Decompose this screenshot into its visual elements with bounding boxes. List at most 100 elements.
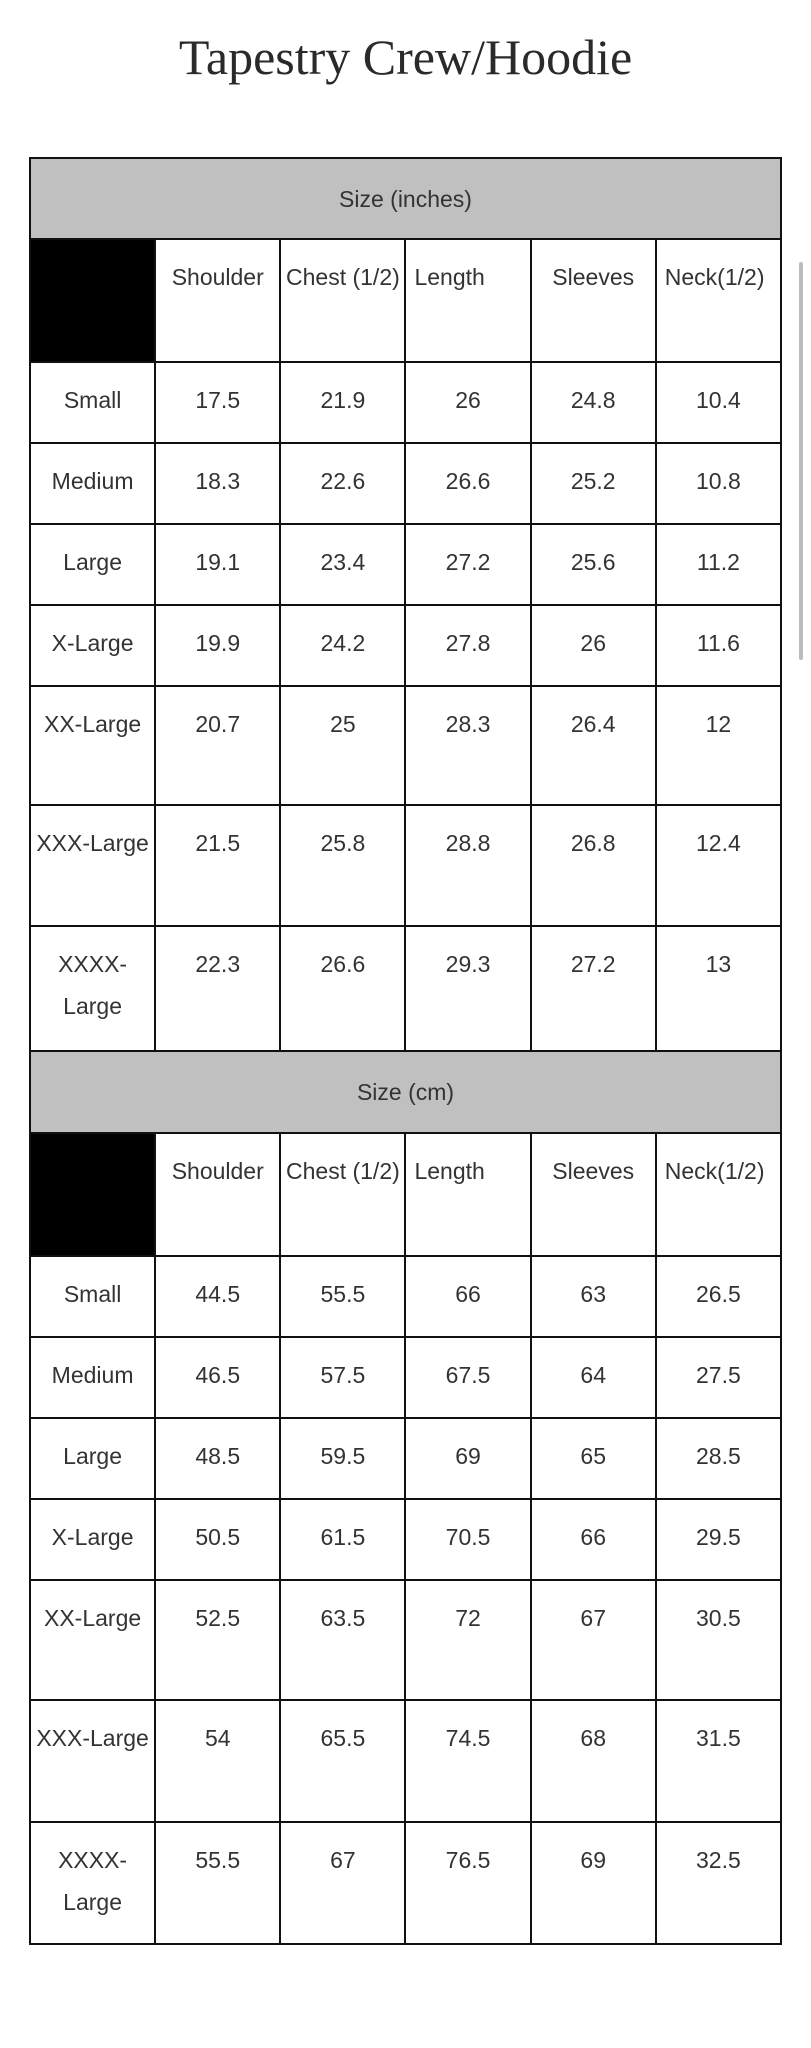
size-label: XXX-Large — [28, 804, 157, 927]
size-label: XX-Large — [28, 1579, 157, 1701]
measurement-cell: 26.6 — [279, 925, 407, 1053]
table-caption: Size (cm) — [29, 1050, 782, 1134]
measurement-cell: 23.4 — [279, 523, 407, 606]
measurement-cell: 26 — [404, 361, 532, 444]
measurement-cell: 65 — [529, 1417, 657, 1500]
column-header: Shoulder — [154, 238, 282, 363]
measurement-cell: 52.5 — [154, 1579, 282, 1701]
measurement-cell: 10.8 — [654, 442, 783, 525]
measurement-cell: 27.5 — [654, 1336, 783, 1419]
measurement-cell: 25.2 — [529, 442, 657, 525]
measurement-cell: 55.5 — [154, 1821, 282, 1945]
measurement-cell: 24.8 — [529, 361, 657, 444]
measurement-cell: 61.5 — [279, 1498, 407, 1581]
column-header: Length — [404, 238, 532, 363]
measurement-cell: 26.8 — [529, 804, 657, 927]
measurement-cell: 12 — [654, 685, 783, 806]
table-row: Small 17.5 21.9 26 24.8 10.4 — [28, 361, 783, 444]
size-label: Small — [28, 361, 157, 444]
column-header: Chest (1/2) — [279, 238, 407, 363]
measurement-cell: 10.4 — [654, 361, 783, 444]
measurement-cell: 25 — [279, 685, 407, 806]
column-header: Shoulder — [154, 1132, 282, 1257]
measurement-cell: 26.4 — [529, 685, 657, 806]
size-table: Size (cm) Shoulder Chest (1/2) Length Sleeve… — [28, 1050, 783, 1945]
measurement-cell: 70.5 — [404, 1498, 532, 1581]
table-row: XXXX-Large 55.5 67 76.5 69 32.5 — [28, 1821, 783, 1945]
measurement-cell: 11.2 — [654, 523, 783, 606]
page-title: Tapestry Crew/Hoodie — [178, 29, 633, 85]
blank-corner-cell — [28, 1132, 157, 1257]
column-header: Chest (1/2) — [279, 1132, 407, 1257]
measurement-cell: 13 — [654, 925, 783, 1053]
measurement-cell: 25.6 — [529, 523, 657, 606]
measurement-cell: 72 — [404, 1579, 532, 1701]
measurement-cell: 26 — [529, 604, 657, 687]
measurement-cell: 63.5 — [279, 1579, 407, 1701]
table-row: Medium 18.3 22.6 26.6 25.2 10.8 — [28, 442, 783, 525]
measurement-cell: 67.5 — [404, 1336, 532, 1419]
table-row: XX-Large 52.5 63.5 72 67 30.5 — [28, 1579, 783, 1701]
measurement-cell: 19.9 — [154, 604, 282, 687]
size-label: X-Large — [28, 1498, 157, 1581]
blank-corner-cell — [28, 238, 157, 363]
measurement-cell: 18.3 — [154, 442, 282, 525]
size-label: Medium — [28, 442, 157, 525]
measurement-cell: 48.5 — [154, 1417, 282, 1500]
measurement-cell: 66 — [404, 1255, 532, 1338]
measurement-cell: 20.7 — [154, 685, 282, 806]
measurement-cell: 28.5 — [654, 1417, 783, 1500]
size-label: XXXX-Large — [28, 925, 157, 1053]
scrollbar[interactable] — [799, 262, 803, 660]
measurement-cell: 27.2 — [529, 925, 657, 1053]
measurement-cell: 50.5 — [154, 1498, 282, 1581]
measurement-cell: 26.5 — [654, 1255, 783, 1338]
measurement-cell: 31.5 — [654, 1699, 783, 1823]
measurement-cell: 44.5 — [154, 1255, 282, 1338]
table-row: Large 19.1 23.4 27.2 25.6 11.2 — [28, 523, 783, 606]
measurement-cell: 24.2 — [279, 604, 407, 687]
measurement-cell: 63 — [529, 1255, 657, 1338]
measurement-cell: 64 — [529, 1336, 657, 1419]
size-table: Size (inches) Shoulder Chest (1/2) Length Sl… — [28, 157, 783, 1053]
measurement-cell: 46.5 — [154, 1336, 282, 1419]
column-header: Neck(1/2) — [654, 1132, 783, 1257]
measurement-cell: 26.6 — [404, 442, 532, 525]
measurement-cell: 59.5 — [279, 1417, 407, 1500]
measurement-cell: 21.5 — [154, 804, 282, 927]
measurement-cell: 17.5 — [154, 361, 282, 444]
measurement-cell: 66 — [529, 1498, 657, 1581]
measurement-cell: 68 — [529, 1699, 657, 1823]
measurement-cell: 54 — [154, 1699, 282, 1823]
measurement-cell: 29.5 — [654, 1498, 783, 1581]
measurement-cell: 19.1 — [154, 523, 282, 606]
measurement-cell: 22.3 — [154, 925, 282, 1053]
measurement-cell: 21.9 — [279, 361, 407, 444]
size-label: Medium — [28, 1336, 157, 1419]
measurement-cell: 22.6 — [279, 442, 407, 525]
header-row: Shoulder Chest (1/2) Length Sleeves Neck(1/2… — [28, 1132, 783, 1257]
size-label: XXX-Large — [28, 1699, 157, 1823]
measurement-cell: 28.8 — [404, 804, 532, 927]
size-label: XX-Large — [28, 685, 157, 806]
table-row: X-Large 50.5 61.5 70.5 66 29.5 — [28, 1498, 783, 1581]
table-row: XX-Large 20.7 25 28.3 26.4 12 — [28, 685, 783, 806]
size-label: Large — [28, 1417, 157, 1500]
measurement-cell: 74.5 — [404, 1699, 532, 1823]
measurement-cell: 29.3 — [404, 925, 532, 1053]
measurement-cell: 69 — [529, 1821, 657, 1945]
column-header: Sleeves — [529, 238, 657, 363]
column-header: Neck(1/2) — [654, 238, 783, 363]
measurement-cell: 28.3 — [404, 685, 532, 806]
measurement-cell: 12.4 — [654, 804, 783, 927]
table-caption: Size (inches) — [29, 157, 782, 240]
table-row: XXX-Large 21.5 25.8 28.8 26.8 12.4 — [28, 804, 783, 927]
measurement-cell: 69 — [404, 1417, 532, 1500]
measurement-cell: 67 — [279, 1821, 407, 1945]
measurement-cell: 32.5 — [654, 1821, 783, 1945]
column-header: Sleeves — [529, 1132, 657, 1257]
measurement-cell: 57.5 — [279, 1336, 407, 1419]
measurement-cell: 67 — [529, 1579, 657, 1701]
table-row: XXXX-Large 22.3 26.6 29.3 27.2 13 — [28, 925, 783, 1053]
measurement-cell: 30.5 — [654, 1579, 783, 1701]
